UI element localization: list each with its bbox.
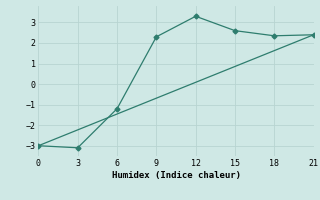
X-axis label: Humidex (Indice chaleur): Humidex (Indice chaleur) bbox=[111, 171, 241, 180]
